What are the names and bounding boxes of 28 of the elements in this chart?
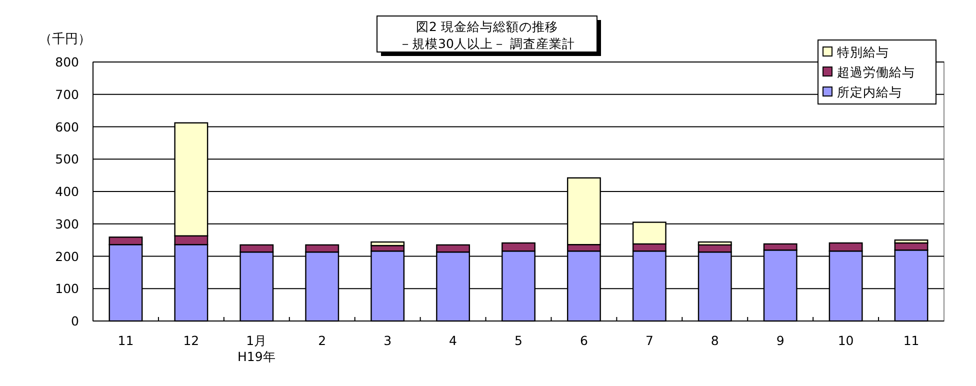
x-tick-label: 11 [118, 333, 134, 348]
chart-subtitle: －規模30人以上－ 調査産業計 [399, 36, 575, 51]
x-tick-label: 2 [318, 333, 326, 348]
y-tick-label: 300 [55, 216, 80, 232]
chart-title: 図2 現金給与総額の推移 [416, 19, 558, 34]
legend-label: 超過労働給与 [837, 64, 915, 80]
legend-label: 特別給与 [837, 44, 889, 60]
x-tick-label: 12 [183, 333, 200, 348]
legend-label: 所定内給与 [837, 84, 902, 100]
x-tick-label: 7 [645, 333, 654, 348]
x-tick-label: 9 [776, 333, 784, 348]
x-tick-label: 10 [838, 333, 854, 348]
x-tick-label: 4 [449, 333, 458, 348]
x-tick-label: 5 [514, 333, 522, 348]
y-tick-label: 500 [55, 152, 80, 167]
x-tick-label: 8 [710, 333, 719, 348]
y-tick-label: 700 [55, 86, 80, 102]
x-tick-label: 1月 H19年 [238, 333, 276, 364]
y-tick-label: 400 [55, 184, 80, 199]
x-tick-label: 6 [580, 333, 588, 348]
y-tick-label: 600 [55, 119, 80, 134]
y-axis-title: （千円） [39, 32, 91, 47]
y-tick-label: 200 [55, 248, 80, 264]
x-tick-label: 11 [903, 333, 920, 348]
x-tick-label: 3 [384, 333, 392, 348]
y-tick-label: 100 [55, 281, 80, 296]
y-tick-label: 0 [71, 314, 80, 328]
y-tick-label: 800 [55, 54, 80, 70]
